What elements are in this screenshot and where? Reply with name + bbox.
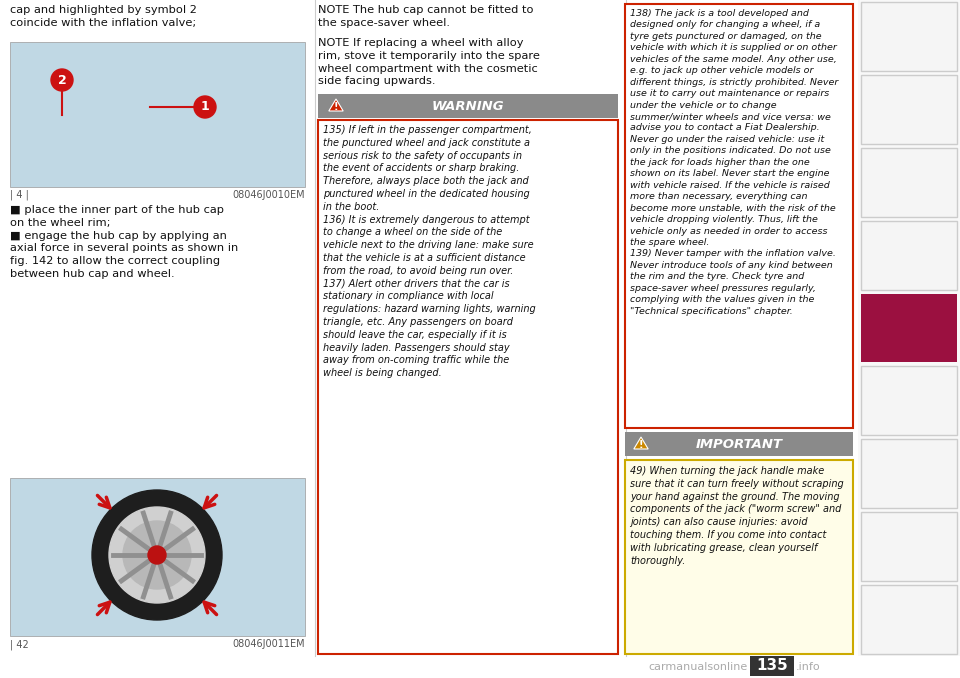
- Bar: [861, 2, 957, 71]
- Text: WARNING: WARNING: [432, 100, 504, 113]
- Circle shape: [92, 490, 222, 620]
- Bar: [861, 148, 957, 217]
- Text: !: !: [334, 102, 338, 113]
- Text: 2: 2: [58, 73, 66, 87]
- Text: 135: 135: [756, 658, 788, 673]
- Bar: [10, 42, 305, 187]
- Circle shape: [109, 507, 205, 603]
- Bar: [625, 460, 853, 654]
- Bar: [625, 432, 853, 456]
- Polygon shape: [634, 437, 648, 449]
- Bar: [750, 656, 794, 676]
- Circle shape: [148, 546, 166, 564]
- Text: carmanualsonline: carmanualsonline: [649, 662, 748, 672]
- Text: ■ place the inner part of the hub cap
on the wheel rim;
■ engage the hub cap by : ■ place the inner part of the hub cap on…: [10, 205, 238, 279]
- Bar: [861, 585, 957, 654]
- Circle shape: [123, 521, 191, 589]
- Bar: [861, 512, 957, 581]
- Text: | 4 |: | 4 |: [10, 190, 29, 201]
- Text: NOTE If replacing a wheel with alloy
rim, stove it temporarily into the spare
wh: NOTE If replacing a wheel with alloy rim…: [318, 38, 540, 86]
- Text: 138) The jack is a tool developed and
designed only for changing a wheel, if a
t: 138) The jack is a tool developed and de…: [630, 9, 838, 316]
- Circle shape: [194, 96, 216, 118]
- Bar: [861, 366, 957, 435]
- Text: NOTE The hub cap cannot be fitted to
the space-saver wheel.: NOTE The hub cap cannot be fitted to the…: [318, 5, 534, 28]
- Text: 49) When turning the jack handle make
sure that it can turn freely without scrap: 49) When turning the jack handle make su…: [630, 466, 844, 565]
- Text: 135) If left in the passenger compartment,
the punctured wheel and jack constitu: 135) If left in the passenger compartmen…: [323, 125, 536, 378]
- Text: 08046J0010EM: 08046J0010EM: [232, 190, 305, 200]
- Bar: [861, 439, 957, 508]
- Text: 08046J0011EM: 08046J0011EM: [232, 639, 305, 649]
- Text: IMPORTANT: IMPORTANT: [695, 437, 782, 450]
- Bar: [861, 75, 957, 144]
- Bar: [625, 4, 853, 428]
- Bar: [861, 294, 957, 363]
- Bar: [0, 656, 960, 678]
- Bar: [318, 120, 618, 654]
- Circle shape: [51, 69, 73, 91]
- Bar: [318, 94, 618, 118]
- Bar: [858, 0, 960, 678]
- Text: .info: .info: [796, 662, 821, 672]
- Text: 1: 1: [201, 100, 209, 113]
- Text: cap and highlighted by symbol 2
coincide with the inflation valve;: cap and highlighted by symbol 2 coincide…: [10, 5, 197, 28]
- Bar: [861, 220, 957, 290]
- Polygon shape: [328, 99, 344, 111]
- Text: | 42: | 42: [10, 639, 29, 650]
- Text: !: !: [638, 441, 643, 450]
- Bar: [10, 478, 305, 636]
